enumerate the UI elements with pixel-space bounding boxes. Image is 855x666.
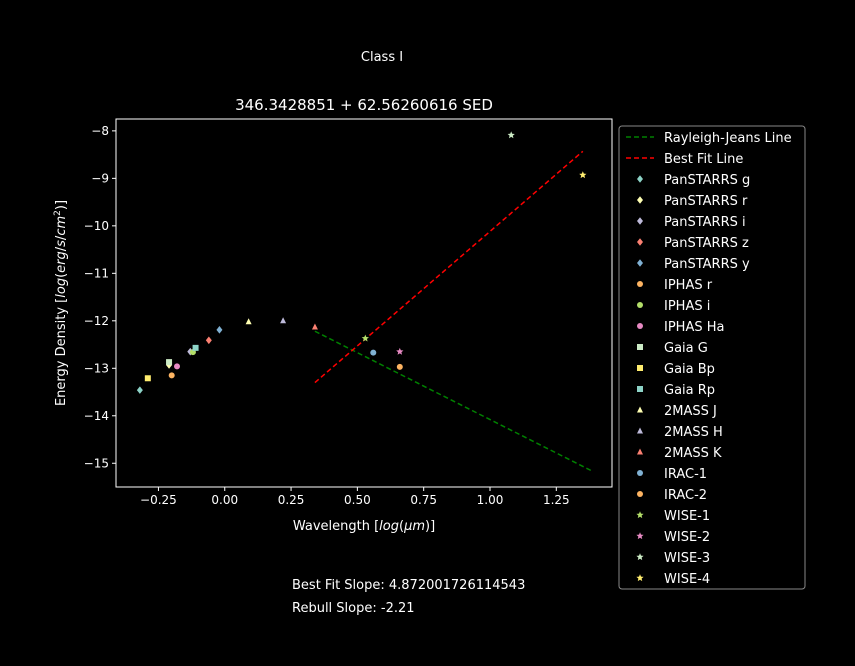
wise-4-point xyxy=(579,171,587,179)
rayleigh-jeans-line-line xyxy=(314,330,592,472)
x-tick-label: 0.00 xyxy=(211,493,238,507)
y-tick-label: −8 xyxy=(91,124,109,138)
legend-label: PanSTARRS z xyxy=(664,236,749,251)
legend: Rayleigh-Jeans Line Best Fit Line PanSTARR… xyxy=(618,125,806,590)
iphas-r-point xyxy=(168,372,175,379)
y-tick-label: −15 xyxy=(84,456,109,470)
panstarrs-y-point xyxy=(216,326,223,334)
legend-marker-swatch xyxy=(637,302,643,308)
legend-label: PanSTARRS y xyxy=(664,257,750,272)
x-tick-label: 0.75 xyxy=(410,493,437,507)
x-tick-label: 0.25 xyxy=(278,493,305,507)
fit-lines xyxy=(314,150,592,472)
y-tick-label: −12 xyxy=(84,314,109,328)
chart-title: 346.3428851 + 62.56260616 SED xyxy=(235,96,493,114)
y-axis-label: Energy Density [log(erg/s/cm2)] xyxy=(53,200,69,406)
best-fit-line-line xyxy=(314,150,584,384)
irac-2-point xyxy=(396,363,403,370)
x-tick-label: 0.50 xyxy=(344,493,371,507)
legend-label: IPHAS Ha xyxy=(664,320,724,335)
rebull-slope-note: Rebull Slope: -2.21 xyxy=(292,601,415,616)
legend-label: Rayleigh-Jeans Line xyxy=(664,131,792,146)
y-tick-label: −11 xyxy=(84,266,109,280)
legend-label: IRAC-1 xyxy=(664,467,707,482)
gaia-g-point xyxy=(166,359,173,366)
legend-marker-swatch xyxy=(636,511,644,519)
legend-label: 2MASS J xyxy=(664,404,717,419)
legend-label: PanSTARRS g xyxy=(664,173,750,188)
legend-items: Rayleigh-Jeans Line Best Fit Line PanSTARR… xyxy=(626,131,792,587)
legend-marker-swatch xyxy=(637,344,643,350)
x-axis-ticks: −0.25 0.00 0.25 0.50 0.75 1.00 1.25 xyxy=(140,487,570,507)
panstarrs-z-point xyxy=(205,336,212,345)
figure-suptitle: Class I xyxy=(361,50,403,65)
legend-label: PanSTARRS i xyxy=(664,215,746,230)
legend-marker-swatch xyxy=(636,532,644,540)
wise-1-point xyxy=(361,334,369,342)
legend-marker-swatch xyxy=(637,386,643,392)
legend-marker-swatch xyxy=(637,406,643,413)
wise-3-point xyxy=(507,131,515,139)
y-tick-label: −13 xyxy=(84,361,109,375)
plot-frame xyxy=(115,118,613,488)
legend-marker-swatch xyxy=(637,238,643,246)
legend-label: WISE-1 xyxy=(664,509,710,524)
legend-marker-swatch xyxy=(637,281,643,287)
legend-marker-swatch xyxy=(637,491,643,497)
2mass-j-point xyxy=(245,318,252,325)
legend-marker-swatch xyxy=(637,259,643,267)
legend-label: Gaia Rp xyxy=(664,383,715,398)
legend-label: IPHAS i xyxy=(664,299,710,314)
plot-area: −0.25 0.00 0.25 0.50 0.75 1.00 1.25 −8 −9 −10 −11… xyxy=(84,118,613,507)
legend-label: IPHAS r xyxy=(664,278,713,293)
legend-marker-swatch xyxy=(637,470,643,476)
iphas-ha-point xyxy=(174,363,181,370)
legend-label: Best Fit Line xyxy=(664,152,743,167)
legend-label: WISE-4 xyxy=(664,572,710,587)
legend-marker-swatch xyxy=(636,574,644,582)
legend-label: 2MASS K xyxy=(664,446,722,461)
legend-label: Gaia Bp xyxy=(664,362,715,377)
2mass-k-point xyxy=(311,323,318,330)
legend-label: 2MASS H xyxy=(664,425,723,440)
best-fit-slope-note: Best Fit Slope: 4.872001726114543 xyxy=(292,578,525,593)
y-axis-ticks: −8 −9 −10 −11 −12 −13 −14 −15 xyxy=(84,124,116,470)
legend-marker-swatch xyxy=(637,175,643,183)
legend-marker-swatch xyxy=(637,196,643,204)
gaia-bp-point xyxy=(144,375,151,382)
legend-marker-swatch xyxy=(637,217,643,225)
legend-marker-swatch xyxy=(637,323,643,329)
legend-label: Gaia G xyxy=(664,341,708,356)
legend-label: WISE-3 xyxy=(664,551,710,566)
gaia-rp-point xyxy=(192,344,199,351)
data-points xyxy=(136,131,587,394)
legend-marker-swatch xyxy=(636,553,644,561)
x-axis-label: Wavelength [log(μm)] xyxy=(293,519,435,534)
legend-label: IRAC-2 xyxy=(664,488,707,503)
legend-box xyxy=(618,125,806,590)
x-tick-label: 1.00 xyxy=(477,493,504,507)
legend-marker-swatch xyxy=(637,427,643,434)
y-tick-label: −9 xyxy=(91,171,109,185)
x-tick-label: 1.25 xyxy=(543,493,570,507)
panstarrs-g-point xyxy=(136,386,143,394)
y-tick-label: −14 xyxy=(84,409,109,423)
legend-label: PanSTARRS r xyxy=(664,194,748,209)
x-tick-label: −0.25 xyxy=(140,493,177,507)
legend-marker-swatch xyxy=(637,365,643,371)
legend-label: WISE-2 xyxy=(664,530,710,545)
legend-marker-swatch xyxy=(637,448,643,455)
irac-1-point xyxy=(370,349,377,356)
wise-2-point xyxy=(396,347,404,355)
y-tick-label: −10 xyxy=(84,219,109,233)
2mass-h-point xyxy=(280,317,287,324)
